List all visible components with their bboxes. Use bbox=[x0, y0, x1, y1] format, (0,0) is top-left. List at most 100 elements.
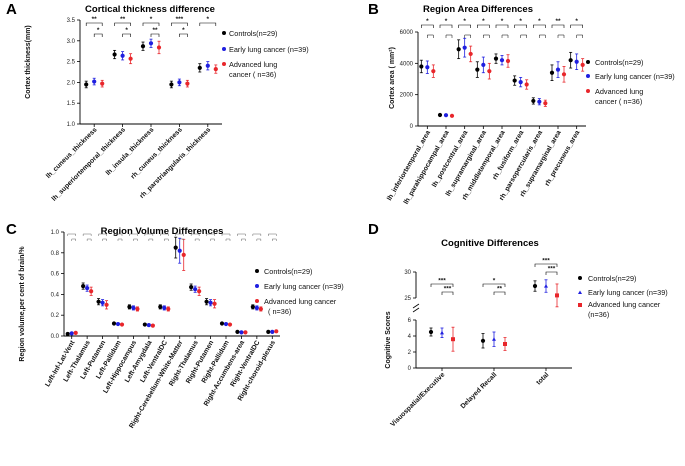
significance-bracket bbox=[421, 24, 434, 28]
legend-controls: Controls(n=29) bbox=[595, 58, 643, 67]
significance-marker: * bbox=[538, 18, 541, 25]
legend-marker-advanced bbox=[578, 303, 582, 307]
significance-bracket bbox=[225, 238, 231, 241]
significance-marker: *** bbox=[444, 286, 452, 293]
x-tick-label: Visuospatial/Executive bbox=[389, 371, 446, 428]
significance-bracket bbox=[545, 271, 558, 275]
data-point-controls bbox=[158, 304, 163, 309]
data-point-advanced bbox=[166, 306, 171, 312]
y-tick-label: 2 bbox=[408, 350, 412, 356]
significance-bracket bbox=[210, 238, 215, 241]
data-point-early bbox=[120, 53, 125, 58]
significance-bracket bbox=[539, 34, 546, 38]
significance-marker: * bbox=[519, 18, 522, 25]
significance-bracket bbox=[133, 238, 138, 241]
significance-marker: * bbox=[182, 27, 185, 34]
data-point-controls bbox=[127, 304, 132, 309]
data-point-controls bbox=[65, 331, 70, 337]
significance-bracket bbox=[520, 34, 527, 38]
chart-cognitive: D Cognitive Differences Cognitive Scores… bbox=[368, 221, 668, 428]
data-point-advanced bbox=[487, 69, 492, 74]
data-point-early bbox=[69, 331, 74, 336]
significance-bracket bbox=[501, 34, 509, 38]
panel-label-c: C bbox=[6, 221, 17, 238]
legend-controls: Controls(n=29) bbox=[229, 29, 277, 38]
y-tick-label: 3.5 bbox=[67, 18, 76, 24]
data-point-early bbox=[146, 322, 151, 328]
significance-bracket bbox=[67, 233, 76, 236]
data-point-advanced bbox=[213, 66, 218, 72]
data-point-controls bbox=[456, 47, 461, 52]
data-point-advanced bbox=[449, 113, 455, 118]
data-point-controls bbox=[140, 44, 146, 49]
data-point-early bbox=[443, 113, 449, 118]
data-point-controls bbox=[189, 285, 194, 290]
legend-marker-early bbox=[222, 47, 226, 51]
data-point-controls bbox=[532, 283, 538, 289]
significance-marker: ** bbox=[152, 27, 158, 34]
significance-bracket bbox=[93, 33, 103, 37]
data-point-controls bbox=[84, 82, 89, 87]
significance-bracket bbox=[464, 34, 471, 38]
significance-marker: * bbox=[426, 18, 429, 25]
x-tick-label: lh_postcentral_area bbox=[431, 129, 469, 188]
legend-marker-controls bbox=[222, 31, 226, 35]
legend-early: Early lung cancer (n=39) bbox=[588, 288, 668, 297]
significance-marker: *** bbox=[548, 266, 556, 273]
significance-bracket bbox=[495, 24, 509, 28]
data-point-early bbox=[131, 305, 136, 311]
legend-advanced-2: (n=36) bbox=[588, 310, 609, 319]
data-point-early bbox=[205, 63, 210, 68]
significance-bracket bbox=[82, 233, 92, 236]
significance-bracket bbox=[142, 22, 160, 26]
y-tick-label: 0.2 bbox=[51, 313, 60, 319]
data-point-early bbox=[270, 329, 275, 334]
significance-marker: * bbox=[125, 27, 128, 34]
data-point-advanced bbox=[100, 81, 105, 86]
data-point-early bbox=[481, 62, 486, 67]
panel-label-d: D bbox=[368, 221, 379, 238]
significance-bracket bbox=[557, 34, 565, 38]
y-tick-label: 3.0 bbox=[67, 39, 76, 45]
significance-bracket bbox=[441, 291, 454, 295]
data-point-early bbox=[177, 248, 182, 253]
data-point-controls bbox=[428, 329, 434, 335]
data-point-advanced bbox=[555, 293, 559, 298]
legend-advanced-1: Advanced lung cancer bbox=[264, 297, 337, 306]
significance-marker: ** bbox=[497, 286, 503, 293]
data-point-advanced bbox=[156, 45, 162, 50]
legend-marker-controls bbox=[586, 60, 590, 64]
legend-advanced-1: Advanced lung cancer bbox=[588, 300, 661, 309]
data-point-controls bbox=[112, 52, 117, 57]
data-point-early bbox=[544, 284, 548, 288]
significance-bracket bbox=[122, 33, 131, 37]
data-point-controls bbox=[169, 82, 174, 87]
data-point-advanced bbox=[197, 289, 202, 294]
axis-break-mark bbox=[412, 307, 420, 313]
significance-bracket bbox=[445, 34, 453, 38]
y-tick-label: 2000 bbox=[400, 93, 414, 99]
legend-advanced-1: Advanced lung bbox=[595, 87, 643, 96]
x-tick-label: rh_precuneus_area bbox=[544, 129, 582, 187]
panel-c: C Region Volume Differences Region volum… bbox=[0, 220, 350, 461]
data-point-controls bbox=[475, 67, 480, 72]
significance-bracket bbox=[86, 238, 92, 241]
significance-bracket bbox=[179, 33, 188, 37]
y-tick-label: 6000 bbox=[400, 30, 414, 36]
significance-bracket bbox=[256, 238, 262, 241]
data-point-controls bbox=[250, 304, 255, 309]
significance-marker: ** bbox=[120, 16, 126, 23]
data-point-advanced bbox=[524, 82, 529, 87]
x-tick-label: Delayed Recall bbox=[460, 371, 499, 410]
panel-d: D Cognitive Differences Cognitive Scores… bbox=[350, 220, 685, 461]
y-tick-label: 2.5 bbox=[67, 60, 76, 66]
data-point-advanced bbox=[274, 329, 279, 334]
data-point-advanced bbox=[503, 342, 507, 346]
data-point-advanced bbox=[73, 330, 78, 335]
significance-bracket bbox=[117, 238, 123, 241]
data-point-controls bbox=[549, 70, 555, 75]
significance-marker: * bbox=[150, 16, 153, 23]
y-tick-label: 30 bbox=[404, 270, 411, 276]
y-axis-label: Cortex area ( mm²) bbox=[389, 47, 396, 109]
data-point-early bbox=[555, 67, 561, 72]
